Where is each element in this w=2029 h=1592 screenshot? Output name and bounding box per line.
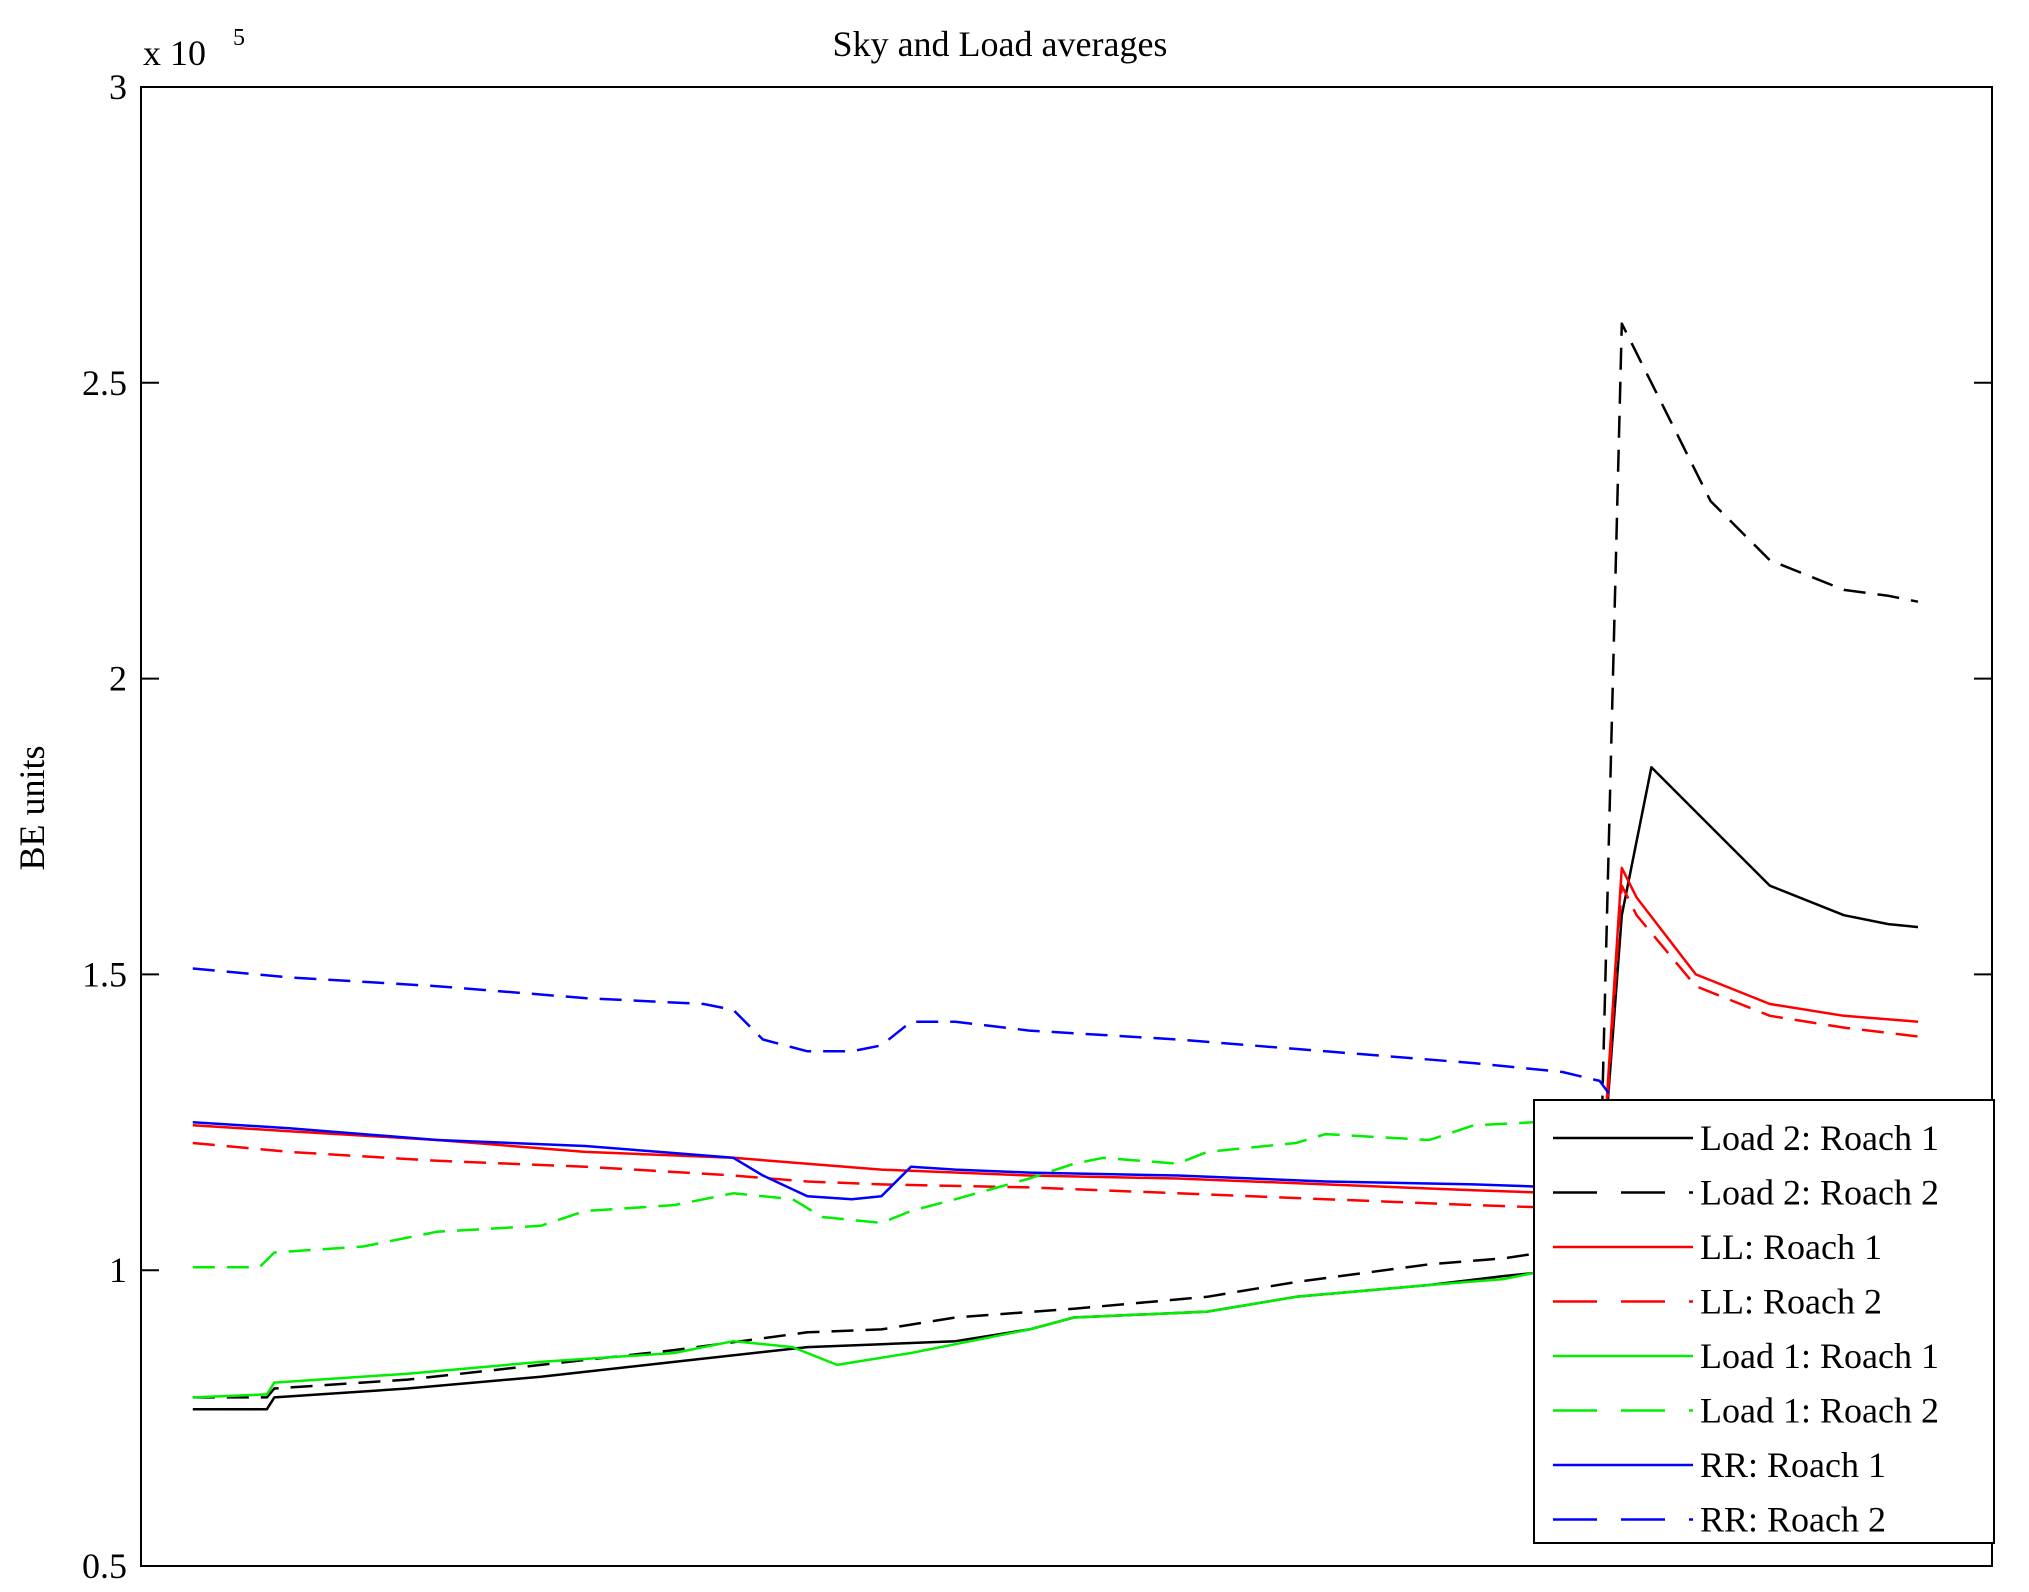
y-tick-label: 2.5 [82, 363, 127, 403]
chart-title: Sky and Load averages [833, 24, 1168, 64]
series-line-7 [192, 1110, 1624, 1201]
y-tick-label: 2 [109, 659, 127, 699]
series-line-2 [192, 322, 1919, 1399]
plot-frame [140, 86, 1993, 1567]
y-tick-label: 0.5 [82, 1546, 127, 1586]
series-line-6 [192, 1121, 1534, 1269]
legend-label-6: Load 1: Roach 2 [1700, 1391, 1939, 1431]
series-line-3 [192, 866, 1919, 1213]
legend-entries: Load 2: Roach 1 Load 2: Roach 2 LL: Roach … [1553, 1118, 1939, 1540]
legend: Load 2: Roach 1 Load 2: Roach 2 LL: Roach … [1533, 1099, 1995, 1544]
legend-label-2: Load 2: Roach 2 [1700, 1173, 1939, 1213]
y-multiplier-exponent: 5 [233, 25, 245, 51]
legend-label-8: RR: Roach 2 [1700, 1500, 1886, 1540]
legend-label-3: LL: Roach 1 [1700, 1227, 1882, 1267]
legend-box [1533, 1099, 1995, 1544]
legend-label-7: RR: Roach 1 [1700, 1445, 1886, 1485]
series-line-8 [192, 967, 1623, 1112]
series-line-5 [192, 1268, 1578, 1399]
y-tick-label: 1.5 [82, 954, 127, 994]
legend-label-1: Load 2: Roach 1 [1700, 1118, 1939, 1158]
y-axis-label: BE units [12, 745, 52, 870]
y-multiplier-base: x 10 [143, 33, 206, 73]
legend-label-5: Load 1: Roach 1 [1700, 1336, 1939, 1376]
y-tick-label: 1 [109, 1250, 127, 1290]
y-tick-label: 3 [109, 67, 127, 107]
series-group [192, 322, 1919, 1411]
series-line-4 [192, 884, 1919, 1219]
legend-label-4: LL: Roach 2 [1700, 1282, 1882, 1322]
